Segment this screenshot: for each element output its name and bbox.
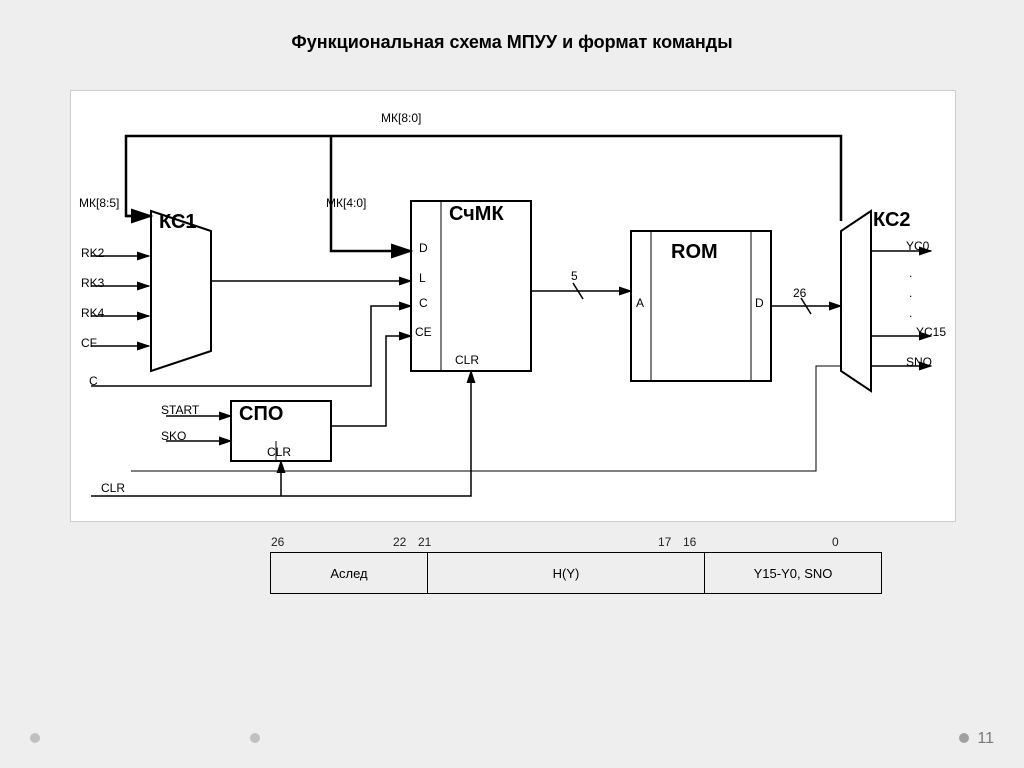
diagram-svg [71,91,955,521]
block-kc2 [841,211,871,391]
fmt-cell-a: Aслед [271,553,428,594]
bit-21: 21 [418,535,431,549]
label-c: C [89,374,98,388]
label-rk2: RK2 [81,246,104,260]
label-clr-bottom: CLR [101,481,125,495]
deco-dot [30,733,40,743]
label-yc15: YC15 [916,325,946,339]
label-mk-full: МК[8:0] [381,111,421,125]
bit-17: 17 [658,535,671,549]
deco-dot [250,733,260,743]
label-sko: SKO [161,429,186,443]
slide-number: 11 [977,730,994,748]
label-clr-cnt: CLR [455,353,479,367]
label-rk4: RK4 [81,306,104,320]
label-start: START [161,403,199,417]
fmt-cell-y: Y15-Y0, SNO [705,553,882,594]
label-clr-spo: CLR [267,445,291,459]
label-cf: CF [81,336,97,350]
label-mk-lo: МК[4:0] [326,196,366,210]
label-pin-d2: D [755,296,764,310]
label-dot3: . [909,306,912,320]
label-dot2: . [909,286,912,300]
label-mk-hi: МК[8:5] [79,196,119,210]
label-pin-a: A [636,296,644,310]
label-pin-d: D [419,241,428,255]
label-pin-c: C [419,296,428,310]
label-sno: SNO [906,355,932,369]
label-cnt: СчМК [449,203,504,226]
label-bus26: 26 [793,286,806,300]
label-pin-l: L [419,271,426,285]
label-yc0: YC0 [906,239,929,253]
page-title: Функциональная схема МПУУ и формат коман… [0,32,1024,53]
format-table: Aслед H(Y) Y15-Y0, SNO [270,552,882,594]
diagram-canvas: МК[8:0] МК[8:5] МК[4:0] КС1 СПО СчМК ROM… [70,90,956,522]
block-kc1 [151,211,211,371]
fmt-cell-h: H(Y) [428,553,705,594]
label-kc2: КС2 [873,209,911,232]
deco-dot [959,733,969,743]
bit-26: 26 [271,535,284,549]
label-rom: ROM [671,241,718,264]
block-counter [411,201,531,371]
label-dot1: . [909,266,912,280]
label-bus5: 5 [571,269,578,283]
bit-22: 22 [393,535,406,549]
label-pin-ce: CE [415,325,432,339]
bit-0: 0 [832,535,839,549]
label-spo: СПО [239,403,283,426]
label-rk3: RK3 [81,276,104,290]
bit-16: 16 [683,535,696,549]
label-kc1: КС1 [159,211,197,234]
